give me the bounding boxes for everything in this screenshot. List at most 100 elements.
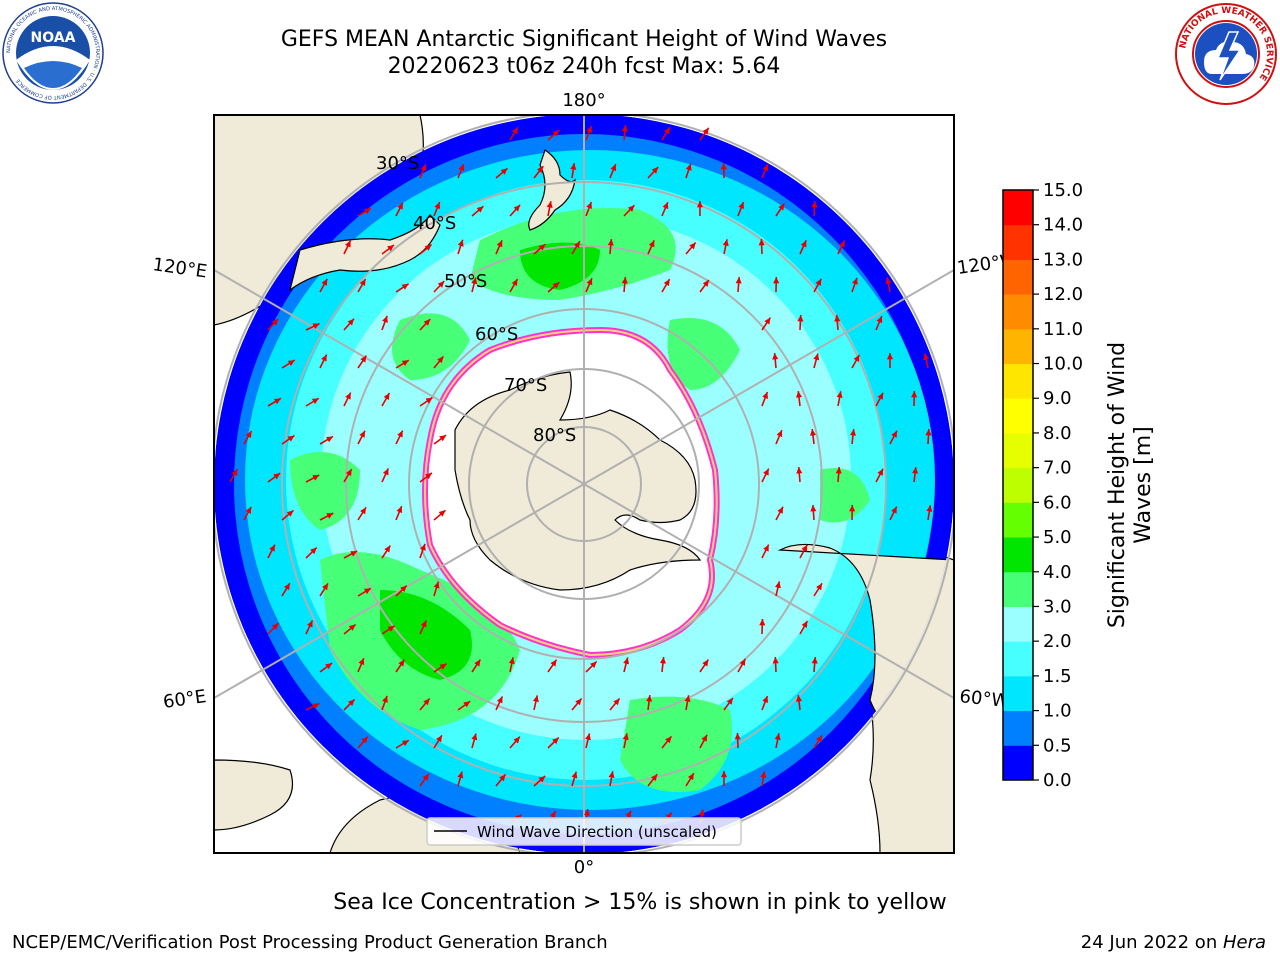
wave-direction-arrowhead [835,467,842,474]
wave-direction-arrowhead [383,392,390,400]
wave-direction-arrowhead [508,657,515,665]
wave-direction-arrowhead [359,279,366,286]
colorbar-segment [1003,398,1033,434]
wave-direction-arrowhead [499,774,506,782]
wave-direction-arrowhead [382,695,388,703]
colorbar-tick-label: 7.0 [1043,458,1072,479]
wave-direction-arrowhead [325,663,333,670]
colorbar-tick-label: 0.0 [1043,770,1072,791]
wave-direction-arrowhead [659,657,666,664]
wave-direction-arrowhead [538,775,546,783]
wave-direction-arrowhead [420,620,427,628]
wave-direction-arrowhead [439,663,447,670]
wave-direction-arrowhead [911,391,918,398]
wave-direction-arrowhead [387,625,395,632]
wave-direction-arrowhead [891,506,897,514]
wave-direction-arrowhead [796,467,803,474]
colorbar-tick-label: 0.5 [1043,735,1072,756]
wave-direction-arrowhead [326,436,333,443]
colorbar-segment [1003,675,1033,712]
wave-direction-arrowhead [463,701,471,708]
colorbar-label-line1: Significant Height of Wind [1105,342,1130,628]
wave-direction-arrowhead [809,429,816,436]
wave-direction-arrowhead [815,278,822,286]
wave-direction-arrowhead [726,697,733,705]
colorbar-segment [1003,224,1033,260]
wave-direction-arrowhead [312,703,320,709]
wave-direction-arrowhead [586,126,593,134]
wave-direction-arrowhead [876,316,883,324]
wave-direction-arrowhead [401,740,409,747]
wave-direction-arrowhead [800,240,807,248]
wave-direction-arrowhead [584,809,591,816]
wave-direction-arrowhead [763,468,769,476]
colorbar-label-line2: Waves [m] [1131,426,1156,543]
wave-direction-arrowhead [722,239,729,247]
wave-direction-arrowhead [839,240,845,248]
wave-direction-arrowhead [648,240,655,248]
wave-direction-arrowhead [885,277,892,285]
map-area: Wind Wave Direction (unscaled) [214,115,954,853]
wave-direction-arrowhead [436,735,442,743]
wave-direction-arrowhead [627,205,635,212]
wave-direction-arrowhead [621,125,628,132]
wave-direction-arrowhead [763,544,769,552]
wave-direction-arrowhead [552,130,560,137]
wave-direction-arrowhead [923,353,930,361]
wave-direction-arrowhead [720,163,727,170]
noaa-logo-text: NOAA [31,30,76,46]
wave-direction-arrowhead [345,240,351,248]
colorbar-segment [1003,641,1033,677]
wave-direction-arrowhead [348,624,356,631]
wave-direction-arrowhead [573,241,580,249]
colorbar-tick-label: 9.0 [1043,388,1072,409]
wave-direction-arrowhead [853,354,860,362]
wave-direction-arrowhead [511,127,518,135]
lat-label-70s: 70°S [504,375,547,396]
colorbar-frame [1002,189,1034,781]
wave-direction-arrowhead [419,543,426,551]
wave-direction-arrowhead [423,698,430,706]
lat-label-30s: 30°S [376,153,419,174]
wave-direction-arrowhead [420,164,427,172]
wave-direction-arrowhead [321,278,328,286]
wave-direction-arrowhead [358,658,365,666]
map-frame [213,114,955,854]
wave-direction-arrowhead [801,620,808,628]
colorbar-tick-label: 2.0 [1043,631,1072,652]
wave-direction-arrowhead [424,244,432,251]
wave-direction-arrowhead [696,201,703,208]
wave-direction-arrowhead [570,163,577,170]
wave-direction-arrowhead [575,698,582,706]
wave-direction-arrowhead [811,201,818,208]
wave-direction-arrowhead [621,277,628,284]
wave-direction-arrowhead [613,698,620,706]
wave-direction-arrowhead [925,429,932,436]
colorbar-segment [1003,294,1033,330]
wave-direction-arrowhead [273,398,281,405]
wave-direction-arrowhead [458,164,465,172]
colorbar-tick-label: 14.0 [1043,215,1083,236]
wave-direction-arrowhead [397,430,403,438]
wave-direction-arrowhead [735,277,742,284]
wave-direction-arrowhead [437,281,445,288]
wave-direction-arrowhead [322,583,329,591]
wave-direction-arrowhead [777,506,784,514]
wave-direction-arrowhead [496,240,503,248]
wave-direction-arrowhead [834,315,841,322]
lon-label-180: 180° [562,90,605,111]
wave-direction-arrowhead [471,733,478,741]
wave-direction-arrowhead [625,810,632,818]
noaa-logo-icon: NOAA NATIONAL OCEANIC AND ATMOSPHERIC AD… [2,2,104,104]
wave-direction-arrowhead [702,659,709,667]
graticule [214,115,954,853]
wave-direction-arrowhead [271,623,279,630]
wave-direction-arrowhead [877,392,884,400]
wave-direction-arrowhead [590,661,597,669]
wave-direction-arrowhead [433,581,440,589]
wave-direction-arrowhead [312,475,320,481]
wave-direction-arrowhead [886,353,894,360]
wave-direction-arrowhead [650,774,658,782]
wave-direction-arrowhead [546,201,553,209]
